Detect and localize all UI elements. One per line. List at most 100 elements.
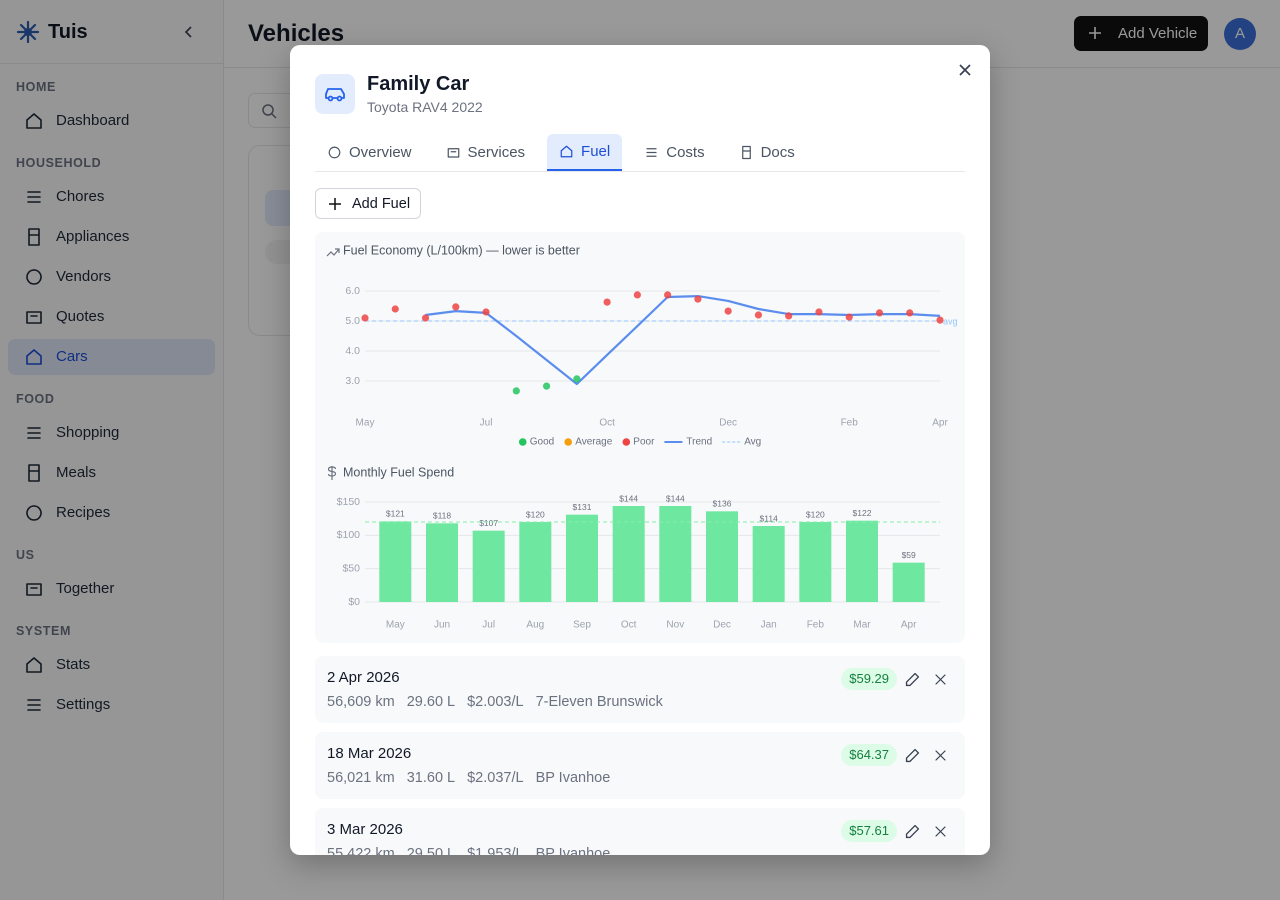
add-vehicle-button[interactable]: Add Vehicle (1074, 16, 1208, 51)
icon (741, 145, 751, 160)
tab-label: Overview (349, 144, 412, 161)
icon-shape (26, 657, 42, 673)
icon-shape (560, 145, 573, 158)
icon (28, 228, 40, 246)
icon-shape (447, 148, 459, 158)
nav-section-label: SYSTEM (16, 624, 71, 638)
nav-section-label: FOOD (16, 392, 55, 406)
nav-item[interactable]: Chores (8, 179, 215, 215)
nav-item-label: Shopping (56, 424, 120, 441)
bar (846, 520, 878, 602)
bar (612, 506, 645, 602)
value-label: $120 (806, 509, 825, 519)
bar (426, 523, 458, 602)
y-tick-label: 3.0 (345, 375, 360, 387)
y-tick-label: $100 (337, 529, 361, 541)
tab[interactable]: Docs (727, 134, 807, 171)
data-point (573, 375, 581, 383)
icon-shape (26, 583, 42, 596)
y-tick-label: $0 (348, 596, 360, 608)
icon (26, 349, 42, 365)
edit-button[interactable] (904, 823, 921, 840)
x-tick-label: Oct (621, 620, 637, 631)
entry-station: BP Ivanhoe (535, 846, 611, 855)
icon-shape (27, 191, 41, 203)
icon (328, 146, 341, 159)
entry-station: 7-Eleven Brunswick (535, 694, 663, 710)
entry-volume: 29.60 L (406, 694, 456, 710)
grid (365, 290, 940, 382)
value-label: $121 (386, 509, 405, 519)
value-label: $144 (619, 493, 638, 503)
nav-item[interactable]: Stats (8, 647, 215, 683)
icon-shape (935, 674, 946, 685)
value-label: $131 (573, 502, 592, 512)
nav-item[interactable]: Vendors (8, 259, 215, 295)
delete-button[interactable] (933, 748, 948, 763)
data-point (633, 291, 641, 299)
x-tick-label: Oct (599, 418, 615, 429)
entry-cost: $64.37 (841, 744, 897, 766)
data-point (845, 313, 853, 321)
nav-item[interactable]: Together (8, 571, 215, 607)
reference-label: avg (943, 316, 958, 326)
icon (26, 657, 42, 673)
nav-item[interactable]: Quotes (8, 299, 215, 335)
car-icon (325, 88, 345, 102)
edit-button[interactable] (904, 671, 921, 688)
x-tick-label: Dec (713, 620, 731, 631)
nav-item[interactable]: Recipes (8, 495, 215, 531)
nav-item-label: Stats (56, 656, 91, 673)
fuel-entry: 3 Mar 2026 55,422 km 29.50 L $1.953/L BP Iva… (315, 808, 965, 855)
entry-price: $1.953/L (467, 846, 524, 855)
x-tick-label: May (386, 620, 405, 631)
data-point (694, 295, 702, 303)
icon (26, 583, 42, 596)
tab[interactable]: Overview (315, 134, 424, 171)
fuel-economy-chart: Fuel Economy (L/100km) — lower is better… (326, 243, 958, 448)
edit-button[interactable] (904, 747, 921, 764)
nav-section-label: HOME (16, 80, 56, 94)
tab[interactable]: Services (434, 134, 538, 171)
nav-item[interactable]: Cars (8, 339, 215, 375)
tab[interactable]: Fuel (547, 134, 623, 171)
delete-button[interactable] (933, 672, 948, 687)
data-point (603, 298, 611, 306)
search-icon (262, 104, 277, 119)
y-tick-label: 4.0 (345, 345, 360, 357)
delete-button[interactable] (933, 824, 948, 839)
x-tick-label: Nov (666, 620, 684, 631)
bar (706, 511, 738, 602)
x-tick-label: Feb (841, 418, 859, 429)
entry-cost: $57.61 (841, 820, 897, 842)
nav-item[interactable]: Shopping (8, 415, 215, 451)
tab[interactable]: Costs (632, 134, 716, 171)
y-tick-label: $50 (342, 562, 360, 574)
collapse-button[interactable] (182, 25, 196, 39)
logo (16, 20, 40, 44)
entry-odometer: 56,609 km (327, 694, 395, 710)
nav-item[interactable]: Appliances (8, 219, 215, 255)
nav-item[interactable]: Dashboard (8, 103, 215, 139)
data-point (664, 291, 672, 299)
add-fuel-button[interactable]: Add Fuel (315, 188, 421, 219)
value-label: $136 (713, 499, 732, 509)
bar (892, 562, 925, 602)
legend-label: Poor (633, 437, 655, 448)
legend-label: Average (575, 437, 613, 448)
x-tick-label: Sep (573, 620, 591, 631)
data-point (785, 312, 793, 320)
close-button[interactable] (957, 62, 973, 78)
tab-label: Fuel (581, 143, 611, 160)
entry-station: BP Ivanhoe (535, 770, 611, 786)
fuel-entry: 18 Mar 2026 56,021 km 31.60 L $2.037/L BP Iv… (315, 732, 965, 799)
avatar[interactable]: A (1224, 18, 1256, 50)
nav-item-label: Recipes (56, 504, 111, 521)
nav-item[interactable]: Meals (8, 455, 215, 491)
nav-item[interactable]: Settings (8, 687, 215, 723)
plus-icon (1089, 27, 1101, 39)
nav-item-label: Together (56, 580, 115, 597)
entry-details: 56,021 km 31.60 L $2.037/L BP Ivanhoe (327, 768, 610, 788)
icon-shape (646, 148, 657, 157)
